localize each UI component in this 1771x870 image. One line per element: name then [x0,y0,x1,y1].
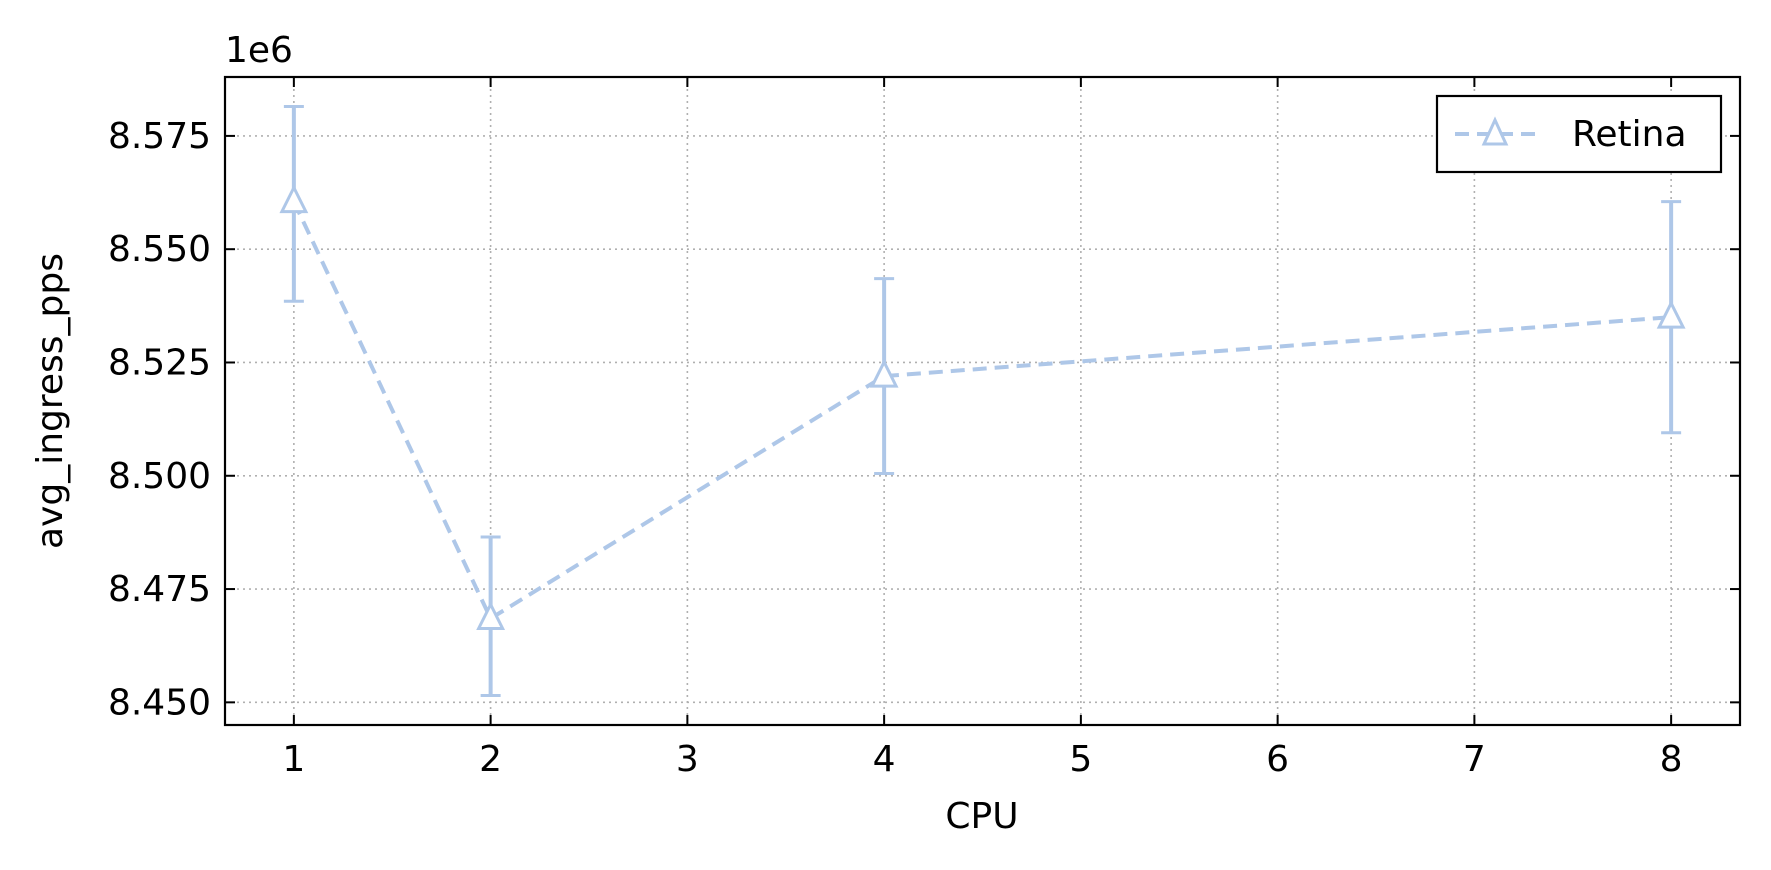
y-tick-label: 8.450 [108,682,211,723]
x-tick-label: 6 [1266,739,1289,780]
x-tick-label: 4 [873,739,896,780]
data-point [476,601,506,631]
plot-frame [223,75,1742,727]
x-tick-label: 7 [1463,739,1486,780]
y-axis-label: avg_ingress_pps [30,253,71,549]
grid [225,77,1740,725]
data-point [279,184,309,214]
y-tick-label: 8.525 [108,342,211,383]
x-tick-label: 5 [1069,739,1092,780]
data-point [869,358,899,388]
y-tick-label: 8.550 [108,229,211,270]
series-line [292,200,1672,622]
y-tick-label: 8.500 [108,456,211,497]
y-tick-label: 8.475 [108,569,211,610]
legend-marker-icon [1481,116,1509,146]
x-tick-label: 3 [676,739,699,780]
y-offset-label: 1e6 [225,30,293,71]
x-tick-label: 2 [479,739,502,780]
legend: Retina [1435,94,1723,174]
x-tick-label: 8 [1660,739,1683,780]
ticks: 1 2 3 4 5 6 7 8 8.450 8.475 8.500 8.525 8.550 8.575 [108,77,1740,780]
x-axis-label: CPU [945,796,1018,837]
legend-label: Retina [1572,114,1687,155]
x-tick-label: 1 [282,739,305,780]
y-tick-label: 8.575 [108,116,211,157]
data-point [1656,299,1686,329]
series-layer [279,104,1686,698]
